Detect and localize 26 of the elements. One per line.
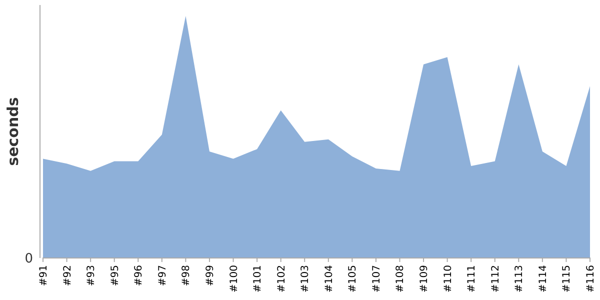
text: 0 bbox=[24, 252, 33, 267]
x-tick-label: #92 bbox=[62, 265, 74, 286]
x-tick-label: #111 bbox=[466, 265, 478, 292]
x-tick-label: #107 bbox=[371, 265, 382, 292]
x-tick-label: #112 bbox=[490, 265, 502, 292]
x-tick-label: #110 bbox=[442, 265, 454, 292]
x-tick-label: #104 bbox=[324, 265, 335, 292]
x-tick-label: #105 bbox=[348, 265, 359, 292]
x-tick-label: #98 bbox=[181, 265, 192, 286]
y-axis-title: seconds bbox=[4, 97, 22, 166]
x-tick-label: #102 bbox=[276, 265, 288, 292]
x-tick-label: #116 bbox=[586, 265, 596, 292]
x-tick-label: #108 bbox=[395, 265, 406, 292]
x-tick-label: #101 bbox=[252, 265, 264, 292]
x-tick-label: #115 bbox=[562, 265, 573, 292]
x-tick-label: #97 bbox=[157, 265, 168, 286]
x-tick-label: #109 bbox=[419, 265, 430, 292]
x-tick-label: #96 bbox=[134, 265, 145, 286]
x-tick-label: #100 bbox=[228, 265, 240, 292]
x-tick-label: #103 bbox=[300, 265, 312, 292]
x-tick-label: #113 bbox=[514, 265, 526, 292]
x-tick-label: #114 bbox=[538, 265, 549, 292]
x-tick-label: #91 bbox=[38, 265, 50, 286]
x-tick-label: #95 bbox=[110, 265, 121, 286]
x-tick-label: #99 bbox=[204, 265, 216, 286]
x-tick-label: #93 bbox=[86, 265, 98, 286]
